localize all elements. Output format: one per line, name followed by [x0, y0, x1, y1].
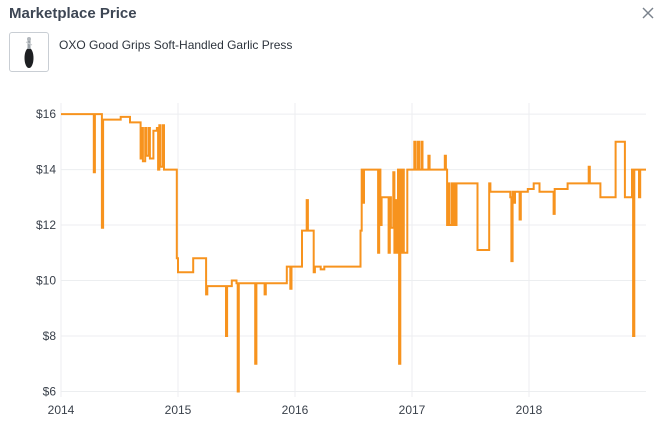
y-tick-label: $16	[36, 107, 56, 121]
x-tick-label: 2015	[165, 403, 192, 417]
y-tick-label: $12	[36, 218, 56, 232]
y-tick-label: $6	[43, 384, 57, 398]
panel-title: Marketplace Price	[9, 5, 137, 22]
y-tick-label: $14	[36, 163, 56, 177]
price-line[interactable]	[61, 113, 646, 393]
close-icon[interactable]	[639, 4, 657, 22]
product-name[interactable]: OXO Good Grips Soft-Handled Garlic Press	[59, 38, 293, 52]
x-tick-label: 2018	[516, 403, 543, 417]
x-tick-label: 2014	[48, 403, 75, 417]
y-tick-label: $8	[43, 329, 57, 343]
product-thumbnail[interactable]	[9, 32, 49, 72]
garlic-press-icon	[24, 37, 34, 68]
x-tick-label: 2017	[399, 403, 426, 417]
y-tick-label: $10	[36, 274, 56, 288]
x-tick-label: 2016	[282, 403, 309, 417]
